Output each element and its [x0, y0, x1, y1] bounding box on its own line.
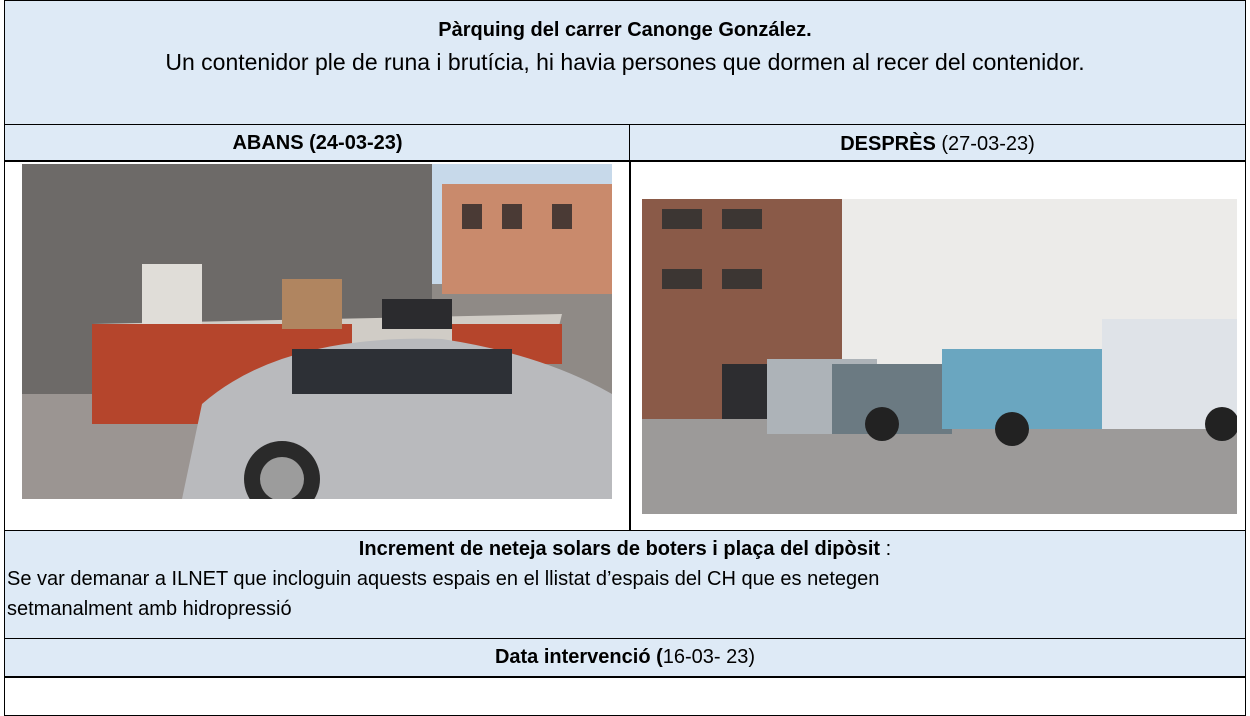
cleaning-cell: Increment de neteja solars de boters i p… — [4, 530, 1246, 640]
before-photo-cell — [4, 160, 631, 532]
intervention-cell: Data intervenció (16-03- 23) — [4, 638, 1246, 678]
after-label: DESPRÈS — [840, 133, 936, 155]
cleaning-suffix: : — [885, 538, 892, 560]
empty-row — [4, 676, 1246, 716]
after-photo-cell — [629, 160, 1246, 532]
before-label: ABANS (24-03-23) — [232, 132, 403, 154]
cleaning-text: Se var demanar a ILNET que incloguin aqu… — [7, 568, 880, 620]
before-label-cell: ABANS (24-03-23) — [4, 124, 631, 162]
after-label-cell: DESPRÈS (27-03-23) — [629, 124, 1246, 162]
header-cell: Pàrquing del carrer Canonge González. Un… — [4, 0, 1246, 126]
cleaning-title: Increment de neteja solars de boters i p… — [358, 538, 881, 560]
intervention-label: Data intervenció ( — [494, 646, 663, 668]
before-photo — [22, 164, 612, 499]
intervention-date: 16-03- 23) — [662, 646, 756, 668]
description: Un contenidor ple de runa i brutícia, hi… — [165, 49, 1085, 75]
after-date: (27-03-23) — [941, 133, 1035, 155]
after-photo — [642, 199, 1237, 514]
location: Pàrquing del carrer Canonge González. — [438, 19, 812, 41]
